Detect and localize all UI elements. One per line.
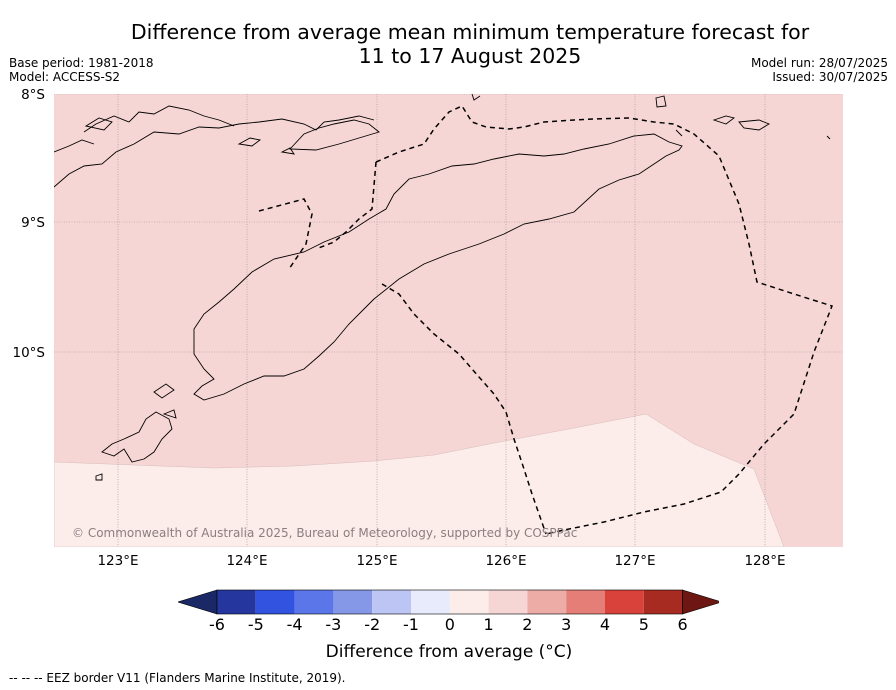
map-title: Difference from average mean minimum tem…	[90, 20, 850, 68]
colorbar-tick-label: -2	[364, 615, 381, 634]
colorbar-tick-label: -6	[209, 615, 225, 634]
colorbar-bin	[217, 590, 256, 614]
lon-label-127e: 127°E	[614, 553, 656, 569]
lon-label-126e: 126°E	[485, 553, 527, 569]
colorbar-tick-label: 3	[561, 615, 572, 634]
colorbar-tick-label: -5	[247, 615, 264, 634]
lon-label-128e: 128°E	[744, 553, 786, 569]
colorbar-tick-label: -1	[403, 615, 419, 634]
colorbar-tick-label: 6	[677, 615, 688, 634]
colorbar-tick-label: 4	[599, 615, 611, 634]
title-line-1: Difference from average mean minimum tem…	[130, 20, 810, 44]
colorbar-under-arrow	[178, 589, 218, 615]
colorbar-bin	[566, 590, 605, 614]
colorbar-bin	[255, 590, 295, 614]
colorbar-bin	[643, 590, 683, 614]
map-panel: © Commonwealth of Australia 2025, Bureau…	[54, 94, 843, 547]
colorbar-bin	[294, 590, 334, 614]
graticule	[54, 94, 843, 547]
colorbar-frame	[216, 589, 683, 615]
lat-label-9s: 9°S	[21, 215, 45, 231]
anomaly-0-to-1-region	[54, 413, 785, 547]
colorbar-tick-label: 5	[638, 615, 649, 634]
colorbar-tick-label: 1	[483, 615, 494, 634]
colorbar-tick-label: 2	[522, 615, 533, 634]
lon-label-125e: 125°E	[356, 553, 398, 569]
title-line-2: 11 to 17 August 2025	[358, 44, 582, 68]
model-text: Model: ACCESS-S2	[9, 70, 121, 84]
colorbar-bin	[488, 590, 528, 614]
colorbar-bin	[449, 590, 489, 614]
colorbar-bin	[527, 590, 567, 614]
lat-label-8s: 8°S	[21, 87, 45, 103]
eez-footnote: -- -- -- EEZ border V11 (Flanders Marine…	[9, 671, 346, 685]
colorbar-bin	[333, 590, 373, 614]
colorbar-tick-label: 0	[444, 615, 455, 634]
colorbar-over-arrow	[682, 589, 719, 615]
colorbar-tick-label: -3	[325, 615, 342, 634]
colorbar	[178, 589, 719, 615]
model-run-text: Model run: 28/07/2025	[750, 56, 888, 70]
colorbar-bin	[372, 590, 411, 614]
lon-label-123e: 123°E	[97, 553, 139, 569]
eez-border	[258, 105, 833, 535]
base-period-text: Base period: 1981-2018	[9, 56, 154, 70]
colorbar-label: Difference from average (°C)	[325, 642, 573, 662]
issued-text: Issued: 30/07/2025	[772, 70, 888, 84]
colorbar-tick-label: -4	[286, 615, 303, 634]
coastlines	[54, 94, 831, 481]
meta-right: Model run: 28/07/2025 Issued: 30/07/2025	[751, 56, 888, 84]
copyright-watermark: © Commonwealth of Australia 2025, Bureau…	[72, 526, 577, 540]
colorbar-bin	[605, 590, 644, 614]
lon-label-124e: 124°E	[226, 553, 268, 569]
colorbar-bin	[411, 590, 450, 614]
meta-left: Base period: 1981-2018 Model: ACCESS-S2	[9, 56, 154, 84]
lat-label-10s: 10°S	[12, 345, 46, 361]
